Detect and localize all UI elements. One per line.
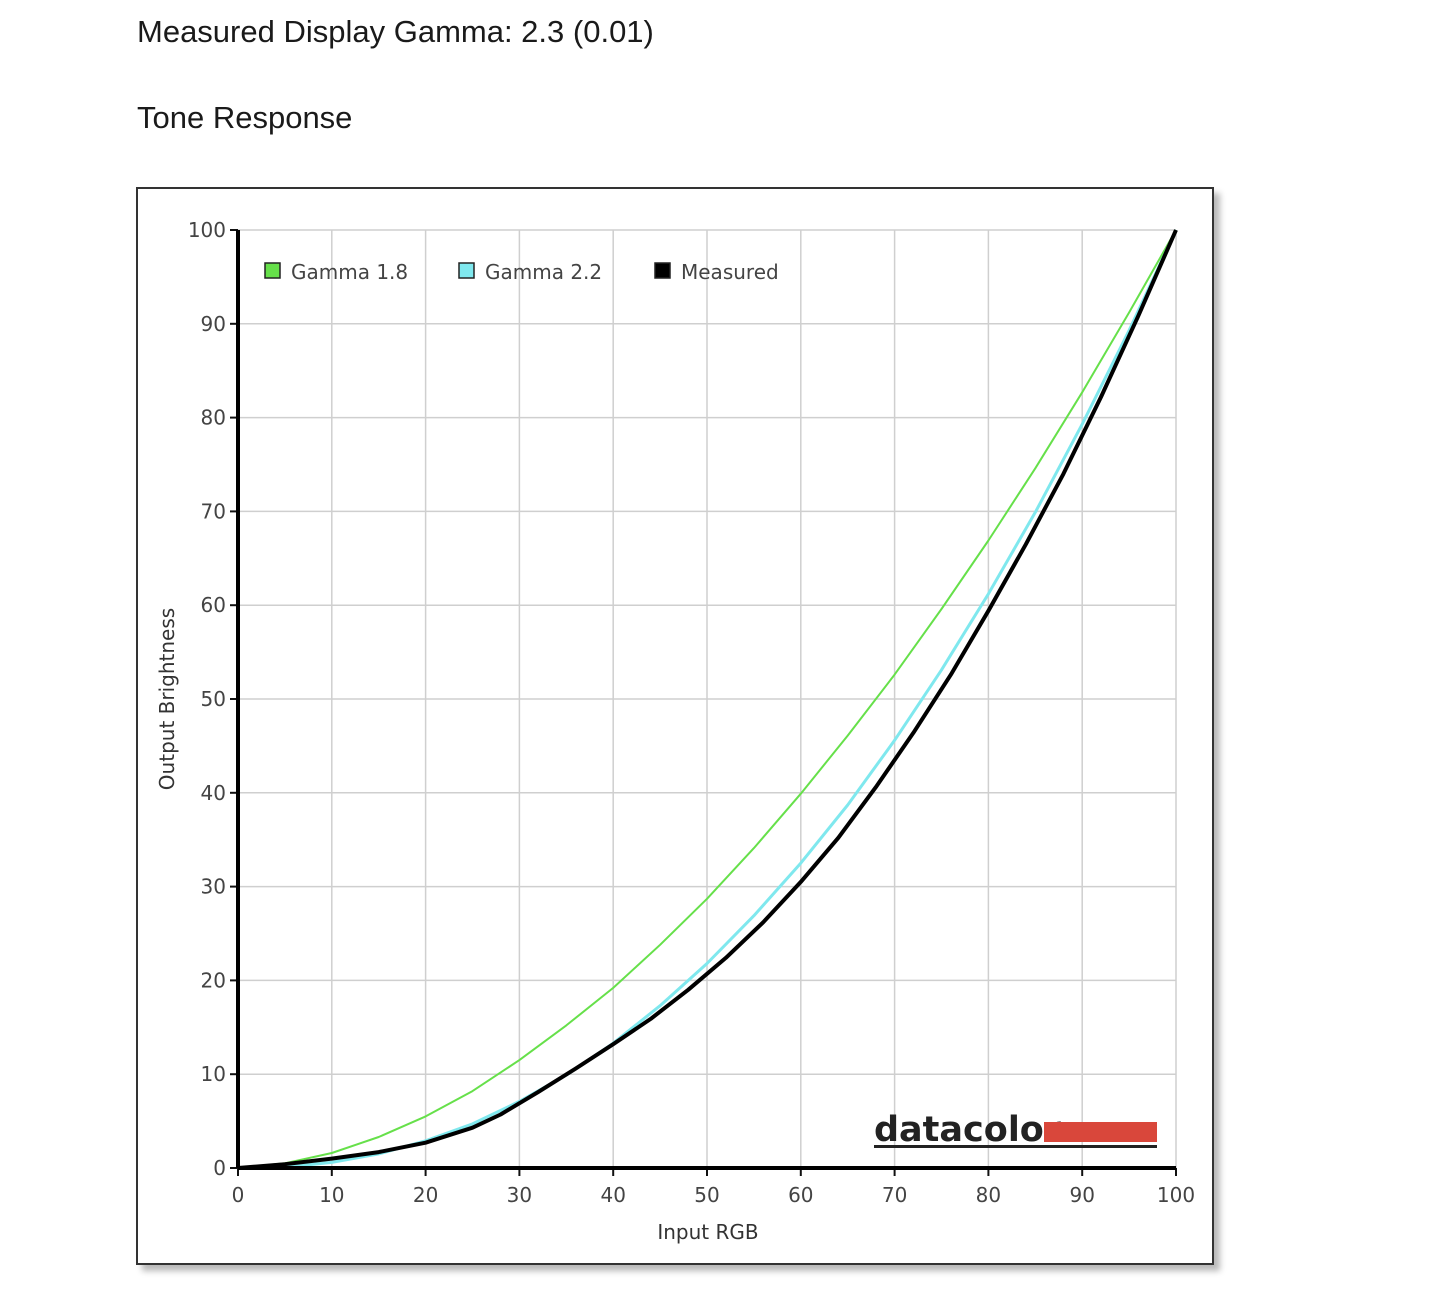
legend-label: Measured	[681, 260, 779, 284]
y-tick-label: 30	[201, 875, 226, 899]
x-tick-label: 90	[1069, 1183, 1094, 1207]
datacolor-logo-underline	[874, 1145, 1157, 1148]
y-tick-label: 90	[201, 312, 226, 336]
legend-label: Gamma 2.2	[485, 260, 602, 284]
series-line-gamma-1-8	[237, 229, 1177, 1169]
series-line-measured	[237, 229, 1178, 1170]
x-tick-label: 30	[507, 1183, 532, 1207]
datacolor-logo: datacolor	[874, 1110, 1157, 1150]
x-tick-label: 20	[413, 1183, 438, 1207]
x-tick-label: 40	[600, 1183, 625, 1207]
x-tick-label: 0	[232, 1183, 245, 1207]
grid	[238, 229, 1177, 1168]
chart-frame: 0 10 20 30 40 50 60 70 80 90 100 0 10 20 30 40 50 60 70 80 9…	[136, 187, 1214, 1265]
tone-response-title: Tone Response	[137, 100, 353, 135]
tick-labels: 0 10 20 30 40 50 60 70 80 90 100 0 10 20 30 40 50 60 70 80 9…	[188, 218, 1195, 1207]
legend-swatch	[654, 262, 671, 279]
tone-response-chart: 0 10 20 30 40 50 60 70 80 90 100 0 10 20 30 40 50 60 70 80 9…	[155, 218, 1195, 1244]
y-tick-label: 40	[201, 781, 226, 805]
x-axis-label: Input RGB	[657, 1220, 758, 1244]
series-layer	[237, 229, 1178, 1170]
x-tick-label: 10	[319, 1183, 344, 1207]
legend-swatch	[264, 262, 281, 279]
legend: Gamma 1.8 Gamma 2.2 Measured	[264, 260, 779, 284]
y-tick-label: 10	[201, 1062, 226, 1086]
x-tick-label: 80	[976, 1183, 1001, 1207]
y-tick-label: 70	[201, 499, 226, 523]
y-tick-label: 50	[201, 687, 226, 711]
legend-item: Measured	[654, 260, 779, 284]
y-axis-label: Output Brightness	[155, 608, 179, 790]
measured-gamma-heading: Measured Display Gamma: 2.3 (0.01)	[137, 14, 654, 49]
y-tick-label: 60	[201, 593, 226, 617]
y-tick-label: 100	[188, 218, 226, 242]
y-tick-label: 80	[201, 406, 226, 430]
datacolor-logo-text: datacolor	[874, 1110, 1062, 1150]
legend-item: Gamma 1.8	[264, 260, 408, 284]
legend-label: Gamma 1.8	[291, 260, 408, 284]
x-tick-label: 70	[882, 1183, 907, 1207]
x-tick-label: 100	[1157, 1183, 1195, 1207]
axes	[230, 229, 1177, 1176]
legend-swatch	[458, 262, 475, 279]
y-tick-label: 0	[213, 1156, 226, 1180]
datacolor-logo-bar	[1044, 1122, 1157, 1142]
y-tick-label: 20	[201, 968, 226, 992]
x-tick-label: 60	[788, 1183, 813, 1207]
legend-item: Gamma 2.2	[458, 260, 602, 284]
x-tick-label: 50	[694, 1183, 719, 1207]
